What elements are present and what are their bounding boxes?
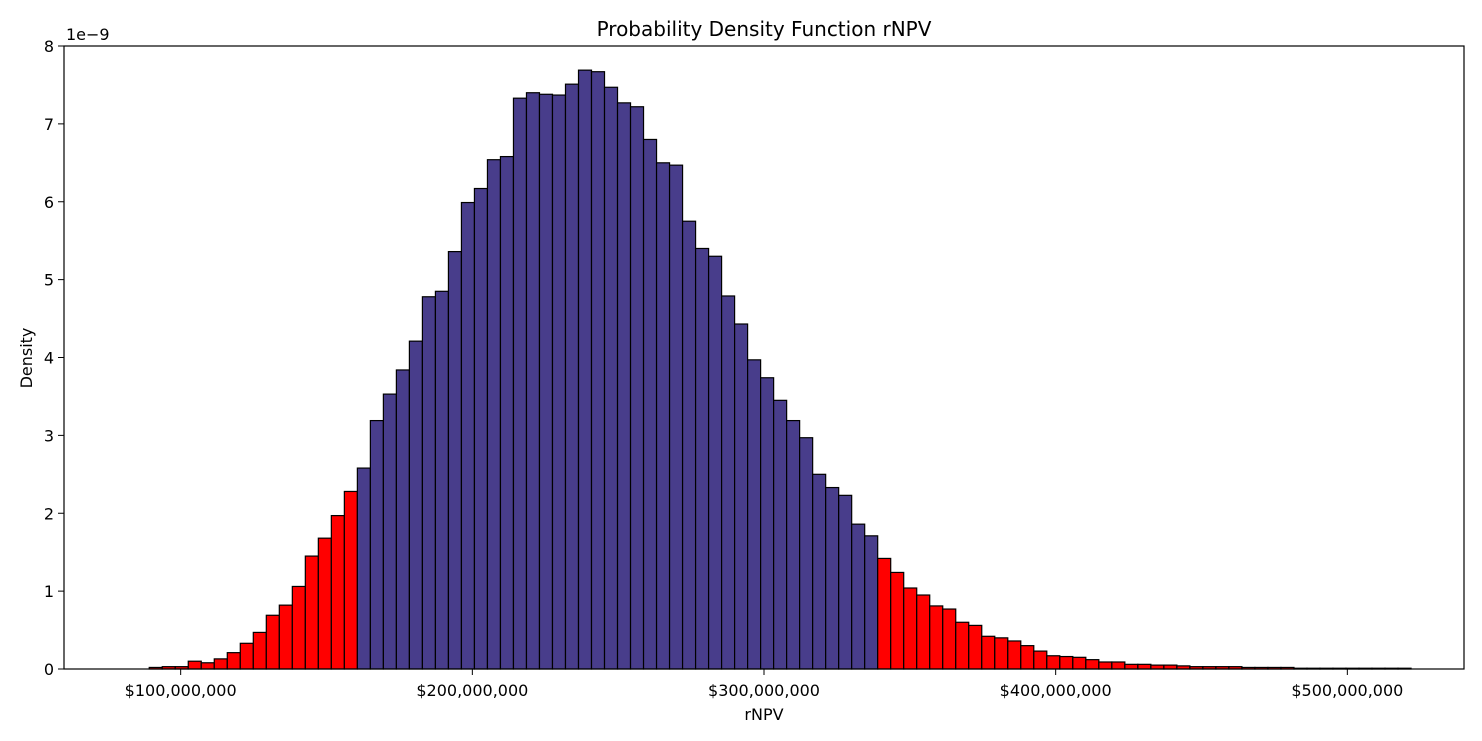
histogram-bar: [812, 473, 827, 670]
x-tick-label: $100,000,000: [125, 681, 237, 700]
histogram-bar: [200, 662, 215, 670]
histogram-bar: [499, 155, 515, 670]
histogram-bar: [278, 604, 293, 670]
histogram-bar: [681, 220, 697, 670]
y-tick-label: 6: [44, 193, 54, 212]
histogram-bar: [577, 69, 593, 670]
histogram-bar: [707, 255, 723, 670]
histogram-bar: [408, 340, 424, 670]
histogram-bar: [1111, 661, 1126, 670]
y-tick-label: 8: [44, 37, 54, 56]
histogram-bar: [538, 93, 554, 670]
y-tick-label: 2: [44, 504, 54, 523]
x-tick-label: $300,000,000: [708, 681, 820, 700]
histogram-bar: [838, 494, 853, 670]
histogram-bar: [1137, 663, 1152, 670]
histogram-bar: [760, 377, 775, 670]
histogram-bar: [265, 614, 280, 670]
histogram-bar: [720, 295, 736, 670]
histogram-bar: [382, 393, 397, 670]
histogram-bar: [252, 631, 267, 670]
histogram-bar: [786, 419, 801, 670]
y-axis-multiplier-label: 1e−9: [66, 25, 110, 44]
histogram-bar: [942, 608, 957, 670]
histogram-bar: [330, 514, 345, 670]
histogram-bar: [525, 92, 541, 670]
y-tick-label: 3: [44, 426, 54, 445]
y-tick-label: 1: [44, 582, 54, 601]
histogram-bar: [825, 486, 840, 670]
histogram-bar: [851, 523, 866, 670]
histogram-bar: [994, 637, 1009, 670]
histogram-bar: [1007, 640, 1022, 670]
histogram-bar: [590, 71, 606, 670]
histogram-bar: [187, 660, 202, 670]
x-axis-label: rNPV: [744, 705, 783, 724]
histogram-bar: [1072, 656, 1087, 670]
histogram-bar: [213, 658, 228, 670]
histogram-bar: [1046, 655, 1061, 670]
histogram-bar: [512, 97, 528, 670]
histogram-bar: [317, 537, 332, 670]
histogram-bar: [916, 594, 931, 670]
histogram-bar: [890, 571, 905, 670]
histogram-bar: [1033, 650, 1048, 670]
histogram-bar: [799, 437, 814, 670]
y-tick-label: 5: [44, 271, 54, 290]
x-axis-ticks: $100,000,000 $200,000,000 $300,000,000 $400…: [125, 669, 1403, 700]
histogram-bar: [356, 467, 371, 670]
histogram-bar: [668, 164, 684, 670]
histogram-bar: [603, 86, 619, 670]
histogram-bar: [239, 642, 254, 670]
chart-title: Probability Density Function rNPV: [597, 17, 932, 41]
histogram-bar: [447, 250, 463, 670]
y-axis-label: Density: [17, 328, 36, 389]
histogram-bar: [1059, 655, 1074, 670]
histogram-bar: [733, 323, 749, 670]
histogram-bar: [864, 535, 879, 670]
histogram-bar: [929, 605, 944, 670]
histogram-bar: [877, 557, 892, 670]
histogram-bar: [395, 369, 410, 670]
histogram-bar: [564, 83, 580, 670]
histogram-bar: [773, 399, 788, 670]
x-tick-label: $400,000,000: [1000, 681, 1112, 700]
histogram-bar: [369, 419, 384, 670]
y-axis-ticks: 0 1 2 3 4 5 6 7 8: [44, 37, 64, 679]
histogram-bar: [655, 162, 671, 670]
histogram-bar: [981, 635, 996, 670]
histogram-bar: [747, 359, 762, 670]
histogram-bar: [955, 621, 970, 670]
histogram-bar: [1085, 659, 1100, 670]
bars-layer: [148, 69, 1412, 670]
histogram-bar: [460, 201, 476, 670]
histogram-bar: [694, 247, 710, 670]
histogram-bar: [642, 138, 658, 670]
plot-area-frame: [63, 45, 1465, 670]
histogram-bar: [421, 296, 437, 670]
x-tick-label: $200,000,000: [416, 681, 528, 700]
histogram-bar: [304, 555, 319, 670]
x-tick-label: $500,000,000: [1291, 681, 1403, 700]
histogram-bar: [1020, 645, 1035, 670]
histogram-bar: [486, 159, 502, 670]
histogram-bar: [226, 652, 241, 670]
histogram-bar: [629, 106, 645, 670]
histogram-bar: [616, 102, 632, 670]
histogram-bar: [1098, 661, 1113, 670]
histogram-bar: [551, 94, 567, 670]
y-tick-label: 0: [44, 660, 54, 679]
histogram-bar: [903, 587, 918, 670]
y-tick-label: 4: [44, 349, 54, 368]
histogram-bar: [291, 585, 306, 670]
histogram-bar: [473, 187, 489, 670]
histogram-bar: [968, 624, 983, 670]
y-tick-label: 7: [44, 115, 54, 134]
histogram-bar: [434, 290, 450, 670]
histogram-bar: [343, 490, 358, 670]
histogram-bar: [1124, 663, 1139, 670]
